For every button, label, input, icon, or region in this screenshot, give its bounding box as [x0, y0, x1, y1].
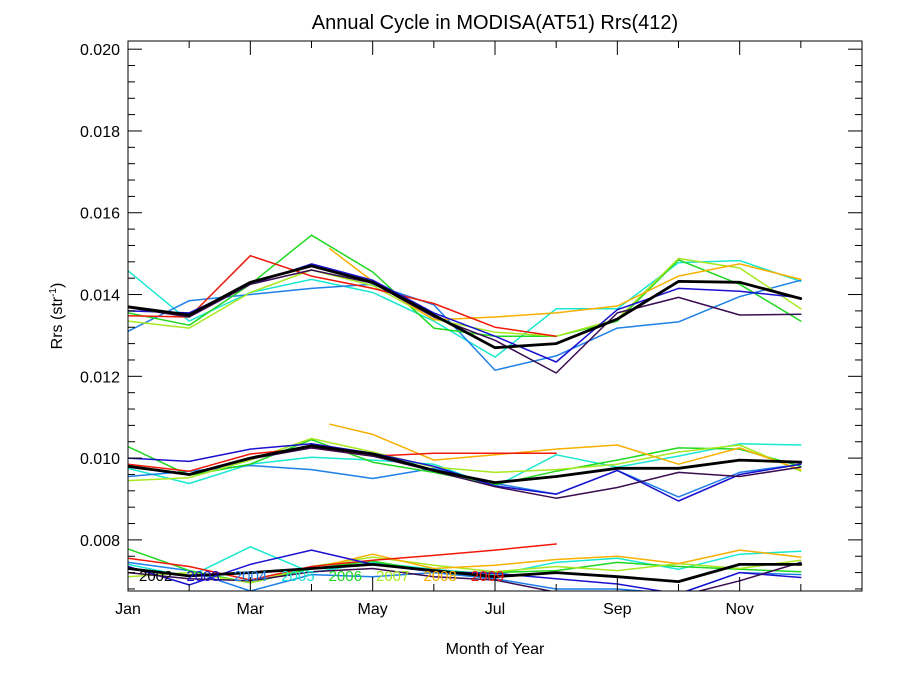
series-line-g2-4: [128, 437, 802, 482]
y-tick-label: 0.012: [80, 369, 120, 386]
legend-entry-2004: 2004: [234, 568, 267, 585]
series-line-g1-1: [128, 259, 802, 358]
series-line-g2-5: [329, 423, 802, 471]
legend-entry-2003: 2003: [186, 568, 219, 585]
y-tick-label: 0.010: [80, 451, 120, 468]
y-axis-label: Rrs (str-1): [48, 283, 66, 350]
y-axis-label-sup: -1: [48, 288, 59, 297]
y-tick-label: 0.014: [80, 288, 120, 305]
y-tick-label: 0.008: [80, 533, 120, 550]
series-line-g1-2: [128, 279, 802, 371]
legend-entry-2007: 2007: [376, 568, 409, 585]
series-line-g2-9: [128, 444, 803, 484]
x-axis-label: Month of Year: [446, 641, 545, 658]
y-tick-label: 0.016: [80, 206, 120, 223]
series-line-g2-8: [128, 447, 802, 499]
series-line-g1-3: [128, 234, 802, 337]
legend-entry-2002: 2002: [139, 568, 172, 585]
x-tick-label: Mar: [237, 601, 265, 618]
series-line-g2-3: [128, 438, 802, 486]
legend-entry-2005: 2005: [281, 568, 314, 585]
y-axis-label-end: ): [49, 283, 66, 288]
series-line-g1-9: [128, 264, 803, 350]
plot-frame: [127, 40, 863, 592]
legend-entry-2009: 2009: [471, 568, 504, 585]
series-line-g1-4: [128, 257, 802, 337]
legend-entry-2008: 2008: [423, 568, 456, 585]
y-tick-label: 0.020: [80, 42, 120, 59]
legend-entry-2006: 2006: [329, 568, 362, 585]
x-tick-label: Sep: [603, 601, 632, 618]
y-axis-label-main: Rrs (str: [49, 296, 66, 349]
y-tick-label: 0.018: [80, 124, 120, 141]
x-tick-label: Jan: [115, 601, 141, 618]
axes-layer: 0.008 0.010 0.012 0.014 0.016 0.018 0.020 Jan Ma…: [80, 40, 863, 618]
series-layer: [128, 234, 803, 591]
x-tick-label: Jul: [485, 601, 505, 618]
series-line-g3-9: [128, 563, 803, 583]
chart-title: Annual Cycle in MODISA(AT51) Rrs(412): [312, 12, 678, 34]
series-line-g3-8: [128, 561, 802, 591]
x-tick-label: May: [358, 601, 388, 618]
series-line-g1-6: [128, 254, 557, 337]
series-line-g1-8: [128, 269, 802, 374]
legend: 2002 2003 2004 2005 2006 2007 2008 2009: [139, 568, 504, 585]
x-tick-label: Nov: [725, 601, 753, 618]
series-line-g3-6: [128, 543, 557, 581]
